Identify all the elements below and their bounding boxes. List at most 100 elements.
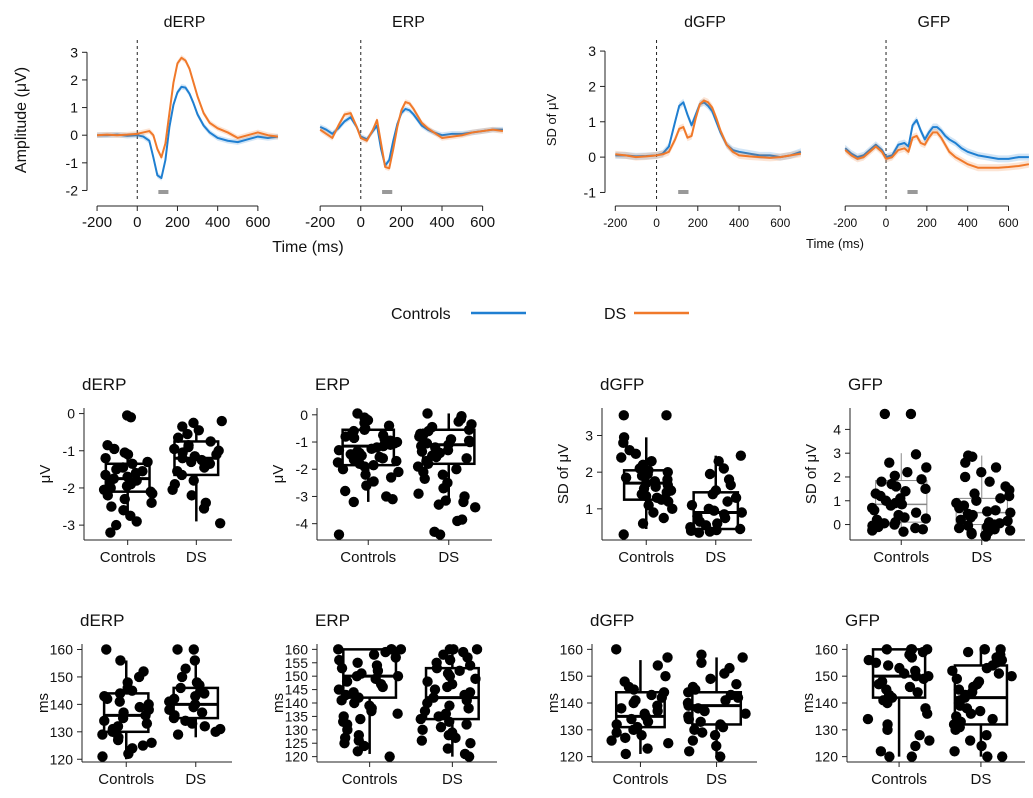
lat-derp-ds-point xyxy=(164,696,175,707)
wave-derp-y-tick-label: 2 xyxy=(70,72,78,88)
wave-gfp-ds-band xyxy=(845,128,1029,172)
amp-gfp-x-tick-label: DS xyxy=(971,549,992,566)
amp-erp-ds-point xyxy=(452,515,463,527)
amp-derp-ds-point xyxy=(186,490,197,501)
wave-derp-y-tick-label: -1 xyxy=(66,155,79,171)
lat-gfp-controls-point xyxy=(873,679,884,690)
wave-erp-x-label: Time (ms) xyxy=(272,239,343,256)
amp-erp-ds-point xyxy=(453,416,464,427)
lat-derp-controls-point xyxy=(101,644,112,655)
lat-gfp-controls-point xyxy=(922,708,933,719)
lat-dgfp-y-tick-label: 140 xyxy=(560,695,584,711)
lat-derp-controls-point xyxy=(97,751,108,762)
amp-gfp-controls-point xyxy=(876,476,887,487)
lat-derp-ds-point xyxy=(199,721,211,732)
amp-erp-ds-point xyxy=(437,469,449,480)
wave-erp-title: ERP xyxy=(392,14,425,31)
lat-dgfp-controls-point xyxy=(626,713,637,725)
lat-dgfp-controls-point xyxy=(636,729,647,741)
lat-dgfp-ds-point xyxy=(696,657,707,668)
lat-dgfp-controls-point xyxy=(616,703,627,714)
lat-derp-controls-point xyxy=(99,715,110,727)
lat-erp-y-tick-label: 155 xyxy=(285,655,309,671)
lat-erp-ds-point xyxy=(454,665,465,677)
lat-gfp-controls-point xyxy=(906,751,918,762)
lat-erp-y-tick-label: 150 xyxy=(285,668,309,684)
wave-dgfp-ds-line xyxy=(615,99,802,159)
wave-derp-ds-band xyxy=(97,55,278,161)
lat-erp-x-tick-label: Controls xyxy=(342,771,398,788)
amp-gfp-controls-point xyxy=(905,408,917,420)
amp-dgfp-ds-point xyxy=(686,499,698,511)
amp-gfp-title: GFP xyxy=(848,375,883,394)
lat-dgfp-ds-point xyxy=(705,673,716,685)
lat-dgfp-y-tick-label: 160 xyxy=(560,641,584,657)
lat-gfp-ds-point xyxy=(996,751,1008,762)
amp-erp-controls-point xyxy=(383,420,395,431)
lat-dgfp-controls-point xyxy=(620,748,631,760)
amp-dgfp-ds-point xyxy=(704,526,716,537)
amp-gfp-controls-point xyxy=(879,408,891,420)
wave-gfp-x-tick-label: -200 xyxy=(833,216,857,230)
amp-erp-ds-point xyxy=(419,473,430,484)
lat-derp-ds-point xyxy=(189,655,201,666)
lat-gfp-ds-point xyxy=(982,751,993,762)
lat-dgfp-panel: dGFP 120 130 140 150 160 ms Controls DS xyxy=(545,611,757,788)
lat-dgfp-controls-point xyxy=(611,727,622,738)
amp-gfp-controls-point xyxy=(885,500,897,511)
lat-erp-ds-point xyxy=(464,660,476,671)
lat-erp-controls-point xyxy=(355,713,366,725)
amp-erp-ds-point xyxy=(463,424,475,435)
wave-gfp-panel: GFP -200 0 200 400 600 Time (ms) xyxy=(806,14,1030,251)
amp-gfp-ds-point xyxy=(990,462,1002,473)
lat-derp-controls-point xyxy=(117,712,129,724)
lat-dgfp-ds-point xyxy=(683,687,694,698)
wave-derp-y-tick-label: 0 xyxy=(70,127,78,143)
lat-derp-x-tick-label: Controls xyxy=(98,771,154,788)
amp-derp-y-tick-label: -3 xyxy=(63,517,76,533)
amp-erp-ds-point xyxy=(413,488,424,499)
amp-erp-ds-point xyxy=(442,444,454,456)
legend: Controls DS xyxy=(391,306,689,323)
wave-gfp-sig-window xyxy=(907,190,918,194)
amp-erp-ds-point xyxy=(434,529,446,540)
lat-gfp-ds-box xyxy=(953,664,1009,726)
amp-erp-title: ERP xyxy=(315,375,350,394)
amp-gfp-controls-point xyxy=(896,499,908,510)
lat-gfp-ds-point xyxy=(987,713,998,725)
lat-dgfp-controls-point xyxy=(656,692,667,703)
lat-erp-ds-point xyxy=(463,703,474,714)
amp-erp-controls-point xyxy=(368,459,379,471)
wave-dgfp-ds-band xyxy=(615,97,801,162)
wave-erp-x-tick-label: 0 xyxy=(357,214,365,231)
amp-gfp-ds-point xyxy=(995,493,1006,504)
wave-dgfp-y-label: SD of μV xyxy=(544,94,559,147)
amp-gfp-controls-point xyxy=(920,513,932,524)
amp-derp-controls-point xyxy=(146,497,157,509)
wave-derp-y-label: Amplitude (μV) xyxy=(13,67,30,173)
wave-dgfp-y-tick-label: 0 xyxy=(588,149,596,165)
lat-erp-controls-point xyxy=(334,654,345,666)
lat-dgfp-ds-point xyxy=(697,727,708,738)
lat-dgfp-controls-point xyxy=(611,719,622,730)
lat-derp-y-tick-label: 140 xyxy=(50,696,74,712)
amp-gfp-controls-box xyxy=(875,480,928,523)
lat-gfp-panel: GFP 120 130 140 150 160 ms Controls DS xyxy=(800,611,1025,788)
lat-derp-ds-point xyxy=(172,644,183,655)
amp-derp-controls-point xyxy=(127,458,138,469)
lat-derp-y-tick-label: 120 xyxy=(50,751,74,767)
lat-derp-controls-point xyxy=(115,655,126,666)
lat-dgfp-controls-point xyxy=(662,652,673,663)
lat-gfp-ds-point xyxy=(947,665,958,677)
lat-erp-ds-point xyxy=(448,644,459,655)
wave-dgfp-y-tick-label: 2 xyxy=(588,78,596,94)
lat-derp-panel: dERP 120 130 140 150 160 ms Controls DS xyxy=(35,611,232,788)
lat-gfp-controls-point xyxy=(882,697,893,709)
amp-gfp-ds-point xyxy=(990,505,1001,516)
lat-dgfp-controls-point xyxy=(642,716,654,727)
amp-derp-ds-point xyxy=(198,503,210,514)
lat-dgfp-controls-point xyxy=(642,743,653,754)
amp-derp-ds-point xyxy=(177,421,188,432)
lat-gfp-controls-point xyxy=(918,673,929,685)
amp-derp-controls-point xyxy=(131,516,142,527)
